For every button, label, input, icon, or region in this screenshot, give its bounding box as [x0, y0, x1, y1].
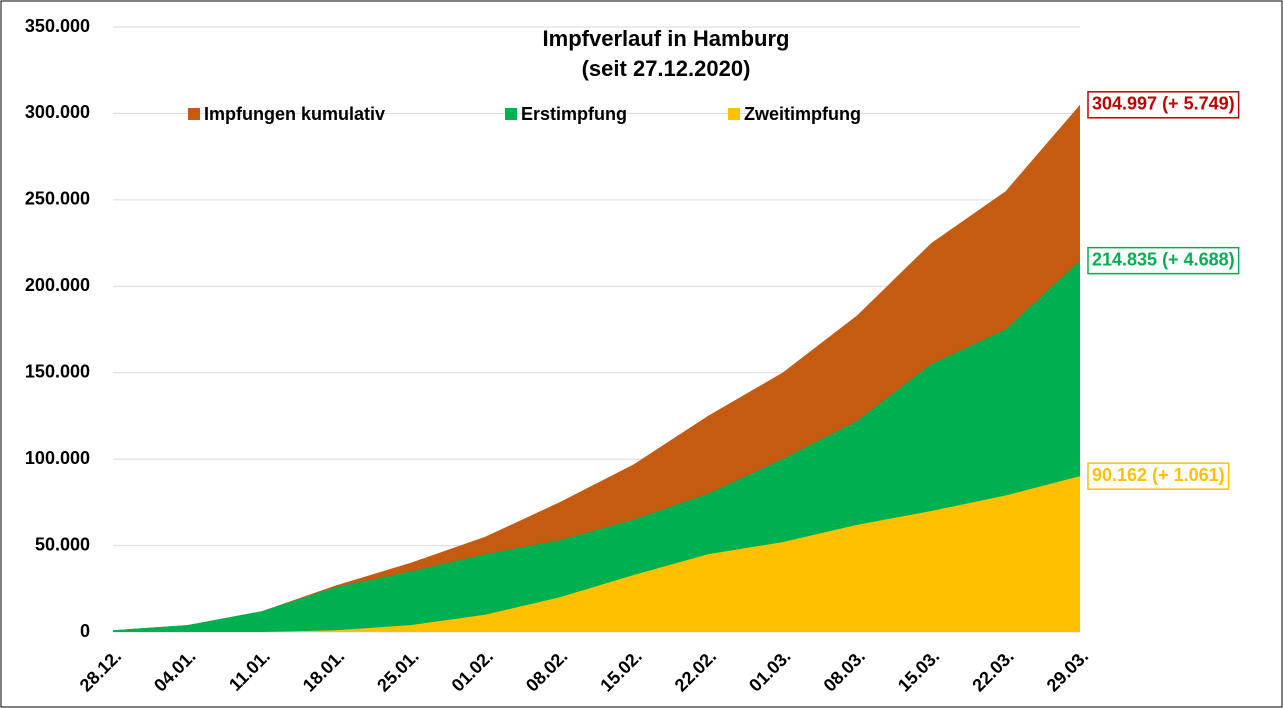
chart-title: Impfverlauf in Hamburg [543, 26, 790, 51]
end-label-text: 304.997 (+ 5.749) [1092, 94, 1235, 114]
legend-swatch [188, 108, 200, 120]
y-tick-label: 100.000 [25, 448, 90, 468]
area [113, 476, 1080, 632]
end-label: 90.162 (+ 1.061) [1087, 462, 1230, 490]
legend-label: Zweitimpfung [744, 104, 861, 124]
end-label: 214.835 (+ 4.688) [1087, 246, 1240, 275]
end-label-box [1087, 462, 1230, 490]
end-label: 304.997 (+ 5.749) [1087, 91, 1240, 119]
end-label-text: 90.162 (+ 1.061) [1092, 465, 1225, 485]
end-label-text: 214.835 (+ 4.688) [1092, 249, 1235, 269]
y-tick-label: 200.000 [25, 275, 90, 295]
y-tick-label: 300.000 [25, 102, 90, 122]
legend-label: Impfungen kumulativ [204, 104, 385, 124]
y-tick-label: 0 [80, 621, 90, 641]
legend-swatch [728, 108, 740, 120]
legend-swatch [505, 108, 517, 120]
y-tick-label: 250.000 [25, 189, 90, 209]
end-label-box [1087, 246, 1240, 275]
end-label-box [1087, 91, 1240, 119]
y-tick-label: 350.000 [25, 16, 90, 36]
chart-subtitle: (seit 27.12.2020) [582, 56, 751, 81]
y-tick-label: 150.000 [25, 361, 90, 381]
legend-label: Erstimpfung [521, 104, 627, 124]
y-tick-label: 50.000 [35, 534, 90, 554]
